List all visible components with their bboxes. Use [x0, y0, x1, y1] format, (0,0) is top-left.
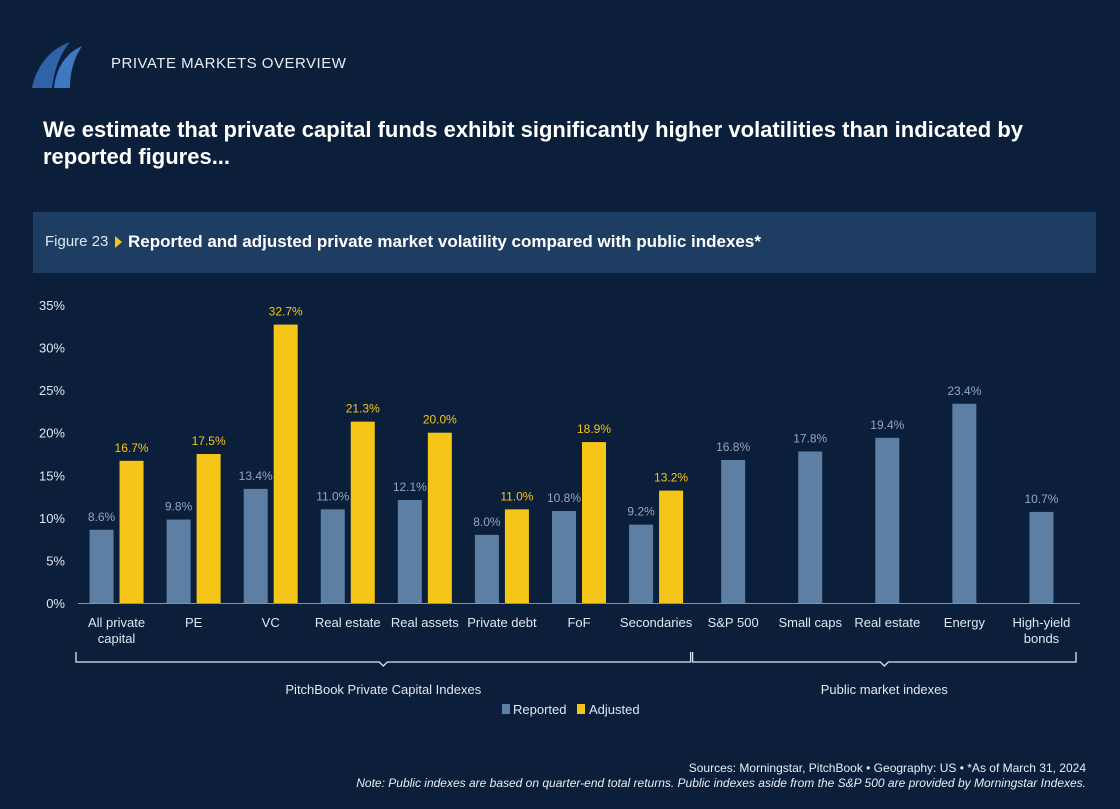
x-category-label: Energy	[944, 615, 986, 630]
figure-title: Reported and adjusted private market vol…	[128, 232, 761, 251]
adjusted-bar	[659, 490, 684, 603]
x-category-label: Small caps	[778, 615, 842, 630]
reported-data-label: 12.1%	[393, 480, 427, 494]
adjusted-data-label: 18.9%	[577, 422, 611, 436]
y-tick-label: 15%	[39, 468, 65, 483]
x-category-label: capital	[98, 631, 136, 646]
reported-data-label: 16.8%	[716, 440, 750, 454]
triangle-right-icon	[115, 236, 122, 248]
reported-bar	[721, 459, 746, 603]
reported-data-label: 10.7%	[1024, 492, 1058, 506]
x-category-label: High-yield	[1013, 615, 1071, 630]
pitchbook-logo-icon	[32, 42, 82, 88]
x-category-label: FoF	[567, 615, 590, 630]
x-category-label: Real estate	[315, 615, 381, 630]
reported-bar	[952, 403, 977, 603]
x-category-label: S&P 500	[708, 615, 759, 630]
adjusted-bar	[196, 454, 221, 603]
reported-data-label: 11.0%	[316, 489, 349, 503]
x-category-label: Secondaries	[620, 615, 693, 630]
reported-bar	[166, 519, 191, 603]
group-label: PitchBook Private Capital Indexes	[285, 682, 481, 697]
reported-bar	[1029, 511, 1054, 603]
adjusted-data-label: 13.2%	[654, 471, 688, 485]
adjusted-bar	[119, 460, 144, 603]
reported-bar	[89, 529, 114, 603]
reported-bar	[474, 534, 499, 603]
group-bracket	[75, 652, 692, 667]
adjusted-data-label: 11.0%	[500, 489, 533, 503]
group-label: Public market indexes	[821, 682, 949, 697]
reported-data-label: 8.6%	[88, 510, 116, 524]
y-tick-label: 30%	[39, 341, 65, 356]
y-tick-label: 10%	[39, 511, 65, 526]
figure-title-bar: Figure 23 Reported and adjusted private …	[33, 212, 1096, 273]
reported-bar	[397, 499, 422, 603]
x-category-label: PE	[185, 615, 203, 630]
section-label: PRIVATE MARKETS OVERVIEW	[111, 55, 347, 72]
y-tick-label: 5%	[46, 553, 65, 568]
reported-bar	[243, 488, 268, 603]
reported-bar	[875, 437, 900, 603]
y-tick-label: 25%	[39, 383, 65, 398]
reported-data-label: 17.8%	[793, 431, 827, 445]
group-bracket	[691, 652, 1077, 667]
reported-bar	[320, 509, 345, 603]
x-category-label: Real estate	[854, 615, 920, 630]
page-headline: We estimate that private capital funds e…	[43, 117, 1024, 169]
x-category-label: Real assets	[391, 615, 459, 630]
reported-data-label: 19.4%	[870, 418, 904, 432]
adjusted-data-label: 17.5%	[192, 434, 226, 448]
legend-label-adjusted: Adjusted	[589, 702, 640, 717]
x-category-label: bonds	[1024, 631, 1060, 646]
adjusted-bar	[427, 432, 452, 603]
adjusted-data-label: 32.7%	[269, 305, 303, 319]
y-tick-label: 20%	[39, 426, 65, 441]
reported-data-label: 23.4%	[947, 384, 981, 398]
x-category-label: Private debt	[467, 615, 537, 630]
y-tick-label: 0%	[46, 596, 65, 611]
reported-data-label: 9.2%	[627, 505, 655, 519]
legend-swatch-adjusted	[577, 704, 585, 714]
adjusted-data-label: 20.0%	[423, 413, 457, 427]
reported-bar	[629, 524, 654, 603]
reported-data-label: 8.0%	[473, 515, 501, 529]
reported-data-label: 9.8%	[165, 500, 193, 514]
adjusted-bar	[582, 442, 606, 603]
adjusted-data-label: 21.3%	[346, 402, 380, 416]
reported-bar	[798, 451, 823, 603]
adjusted-bar	[350, 421, 375, 603]
y-tick-label: 35%	[39, 298, 65, 313]
reported-bar	[552, 511, 576, 603]
volatility-bar-chart: 0% 5% 10% 15% 20% 25% 30% 35% 8.6% 16.7% All priva…	[39, 298, 1080, 717]
sources-text: Sources: Morningstar, PitchBook • Geogra…	[688, 761, 1086, 775]
note-text: Note: Public indexes are based on quarte…	[356, 776, 1086, 790]
reported-data-label: 13.4%	[239, 469, 273, 483]
reported-data-label: 10.8%	[547, 491, 581, 505]
figure-number: Figure 23	[45, 233, 109, 250]
x-category-label: VC	[262, 615, 280, 630]
legend-label-reported: Reported	[513, 702, 566, 717]
adjusted-data-label: 16.7%	[115, 441, 149, 455]
adjusted-bar	[504, 509, 529, 603]
adjusted-bar	[273, 324, 298, 603]
x-category-label: All private	[88, 615, 145, 630]
legend-swatch-reported	[502, 704, 510, 714]
